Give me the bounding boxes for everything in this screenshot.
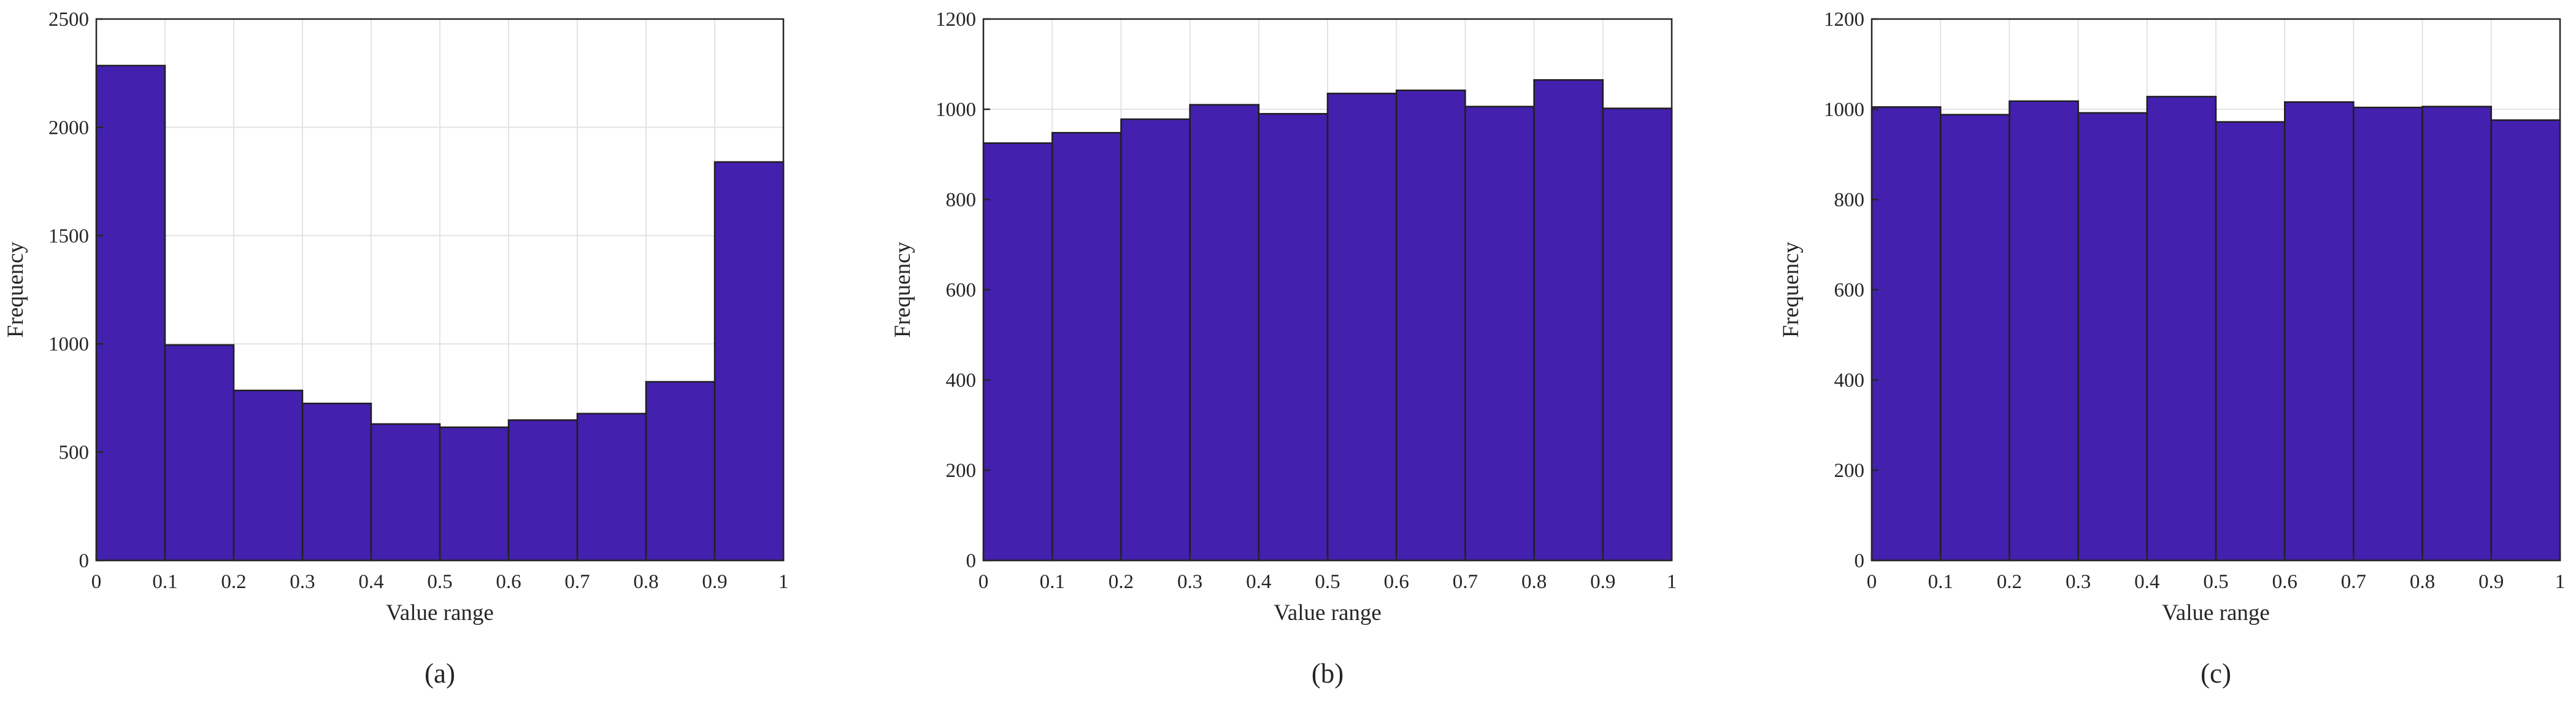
x-tick-label: 0.5 <box>2203 571 2228 593</box>
histogram-panel-b: 0 0.1 0.2 0.3 0.4 0.5 0.6 0.7 0.8 0.9 1 0 200 400 600 8… <box>890 9 1677 689</box>
x-tick-label: 0.5 <box>427 571 452 593</box>
x-tick-label: 0.8 <box>2410 571 2435 593</box>
x-tick-label: 0.6 <box>496 571 521 593</box>
x-tick-label: 0.5 <box>1315 571 1340 593</box>
histogram-bar <box>1602 107 1673 562</box>
y-tick-label: 1000 <box>936 99 976 121</box>
histogram-bar <box>95 64 166 562</box>
y-tick-label: 2000 <box>48 117 89 139</box>
histogram-bar <box>507 419 579 562</box>
x-tick-label: 0.2 <box>1109 571 1134 593</box>
histogram-bar <box>1051 131 1122 562</box>
y-tick-label: 200 <box>1834 460 1865 482</box>
x-tick-label: 0 <box>1867 571 1877 593</box>
histogram-bar <box>301 402 372 562</box>
histogram-bar <box>1533 79 1604 562</box>
histogram-bar <box>2215 121 2286 562</box>
x-tick-label: 0.1 <box>152 571 177 593</box>
histogram-bar <box>1464 106 1535 562</box>
y-tick-label: 1200 <box>1824 9 1864 31</box>
x-tick-label: 0.9 <box>2478 571 2504 593</box>
histogram-bar <box>2146 96 2217 562</box>
y-tick-label: 2500 <box>48 9 89 31</box>
panel-label-a: (a) <box>425 658 455 689</box>
x-tick-label: 0.1 <box>1928 571 1953 593</box>
histogram-bar <box>645 381 716 562</box>
y-tick-label: 1200 <box>936 9 976 31</box>
y-tick-label: 1000 <box>48 333 89 355</box>
y-axis-label: Frequency <box>1778 241 1804 338</box>
histogram-bar <box>439 426 510 562</box>
histogram-bar <box>2077 112 2148 562</box>
x-tick-label: 0 <box>978 571 989 593</box>
y-tick-label: 0 <box>79 550 90 572</box>
histogram-bar <box>2421 106 2493 562</box>
histogram-bar <box>2490 119 2561 562</box>
histogram-panel-c: 0 0.1 0.2 0.3 0.4 0.5 0.6 0.7 0.8 0.9 1 0 200 400 600 8… <box>1778 9 2565 689</box>
x-axis-label: Value range <box>1274 600 1382 625</box>
x-tick-label: 0.6 <box>1384 571 1409 593</box>
y-tick-label: 200 <box>946 460 977 482</box>
histogram-bar <box>233 389 304 562</box>
histogram-bar <box>1870 106 1942 562</box>
panel-label-c: (c) <box>2201 658 2231 689</box>
x-tick-label: 0.3 <box>1177 571 1202 593</box>
histogram-bar <box>1189 104 1260 562</box>
histogram-bar <box>2283 101 2355 562</box>
x-tick-label: 0.2 <box>1997 571 2022 593</box>
y-tick-label: 0 <box>966 550 977 572</box>
x-tick-label: 0.6 <box>2272 571 2297 593</box>
histogram-bar <box>1120 118 1191 562</box>
histogram-bar <box>576 412 647 562</box>
y-tick-label: 600 <box>1834 279 1865 301</box>
x-tick-label: 0.8 <box>633 571 658 593</box>
y-tick-label: 1000 <box>1824 99 1864 121</box>
y-axis-label: Frequency <box>3 241 28 338</box>
histogram-bar <box>1326 93 1398 562</box>
x-tick-label: 0.1 <box>1040 571 1065 593</box>
x-tick-label: 1 <box>1667 571 1677 593</box>
y-tick-label: 1500 <box>48 225 89 247</box>
x-tick-label: 0.3 <box>2066 571 2091 593</box>
histogram-bar <box>164 344 235 562</box>
y-tick-label: 400 <box>946 370 977 392</box>
histogram-bar <box>1258 113 1329 562</box>
y-tick-label: 800 <box>1834 189 1865 211</box>
x-tick-label: 0.4 <box>1246 571 1271 593</box>
histogram-bar <box>1395 89 1466 562</box>
x-tick-label: 0.8 <box>1521 571 1547 593</box>
x-tick-label: 0.2 <box>221 571 246 593</box>
y-tick-label: 600 <box>946 279 977 301</box>
x-tick-label: 0.4 <box>358 571 383 593</box>
histogram-bar <box>2009 100 2079 562</box>
x-tick-label: 0.7 <box>1453 571 1478 593</box>
y-axis-label: Frequency <box>890 241 915 338</box>
panel-label-b: (b) <box>1312 658 1344 689</box>
y-tick-label: 0 <box>1855 550 1865 572</box>
x-axis-label: Value range <box>2162 600 2270 625</box>
histogram-bar <box>982 142 1053 562</box>
histogram-panel-a: 0 0.1 0.2 0.3 0.4 0.5 0.6 0.7 0.8 0.9 1 0 500 1000 150… <box>3 9 788 689</box>
x-tick-label: 0.9 <box>1590 571 1615 593</box>
x-tick-label: 0.9 <box>702 571 727 593</box>
x-tick-label: 0.4 <box>2134 571 2159 593</box>
x-tick-label: 0.7 <box>564 571 590 593</box>
x-tick-label: 1 <box>2555 571 2566 593</box>
histogram-bar <box>1939 114 2010 562</box>
histogram-bar <box>2353 106 2423 562</box>
y-tick-label: 800 <box>946 189 977 211</box>
y-tick-label: 500 <box>59 442 90 464</box>
x-axis-label: Value range <box>386 600 494 625</box>
histogram-bar <box>370 423 441 562</box>
x-tick-label: 1 <box>779 571 789 593</box>
y-tick-label: 400 <box>1834 370 1865 392</box>
x-tick-label: 0.3 <box>290 571 315 593</box>
histogram-bar <box>713 161 785 562</box>
x-tick-label: 0 <box>91 571 102 593</box>
x-tick-label: 0.7 <box>2341 571 2366 593</box>
